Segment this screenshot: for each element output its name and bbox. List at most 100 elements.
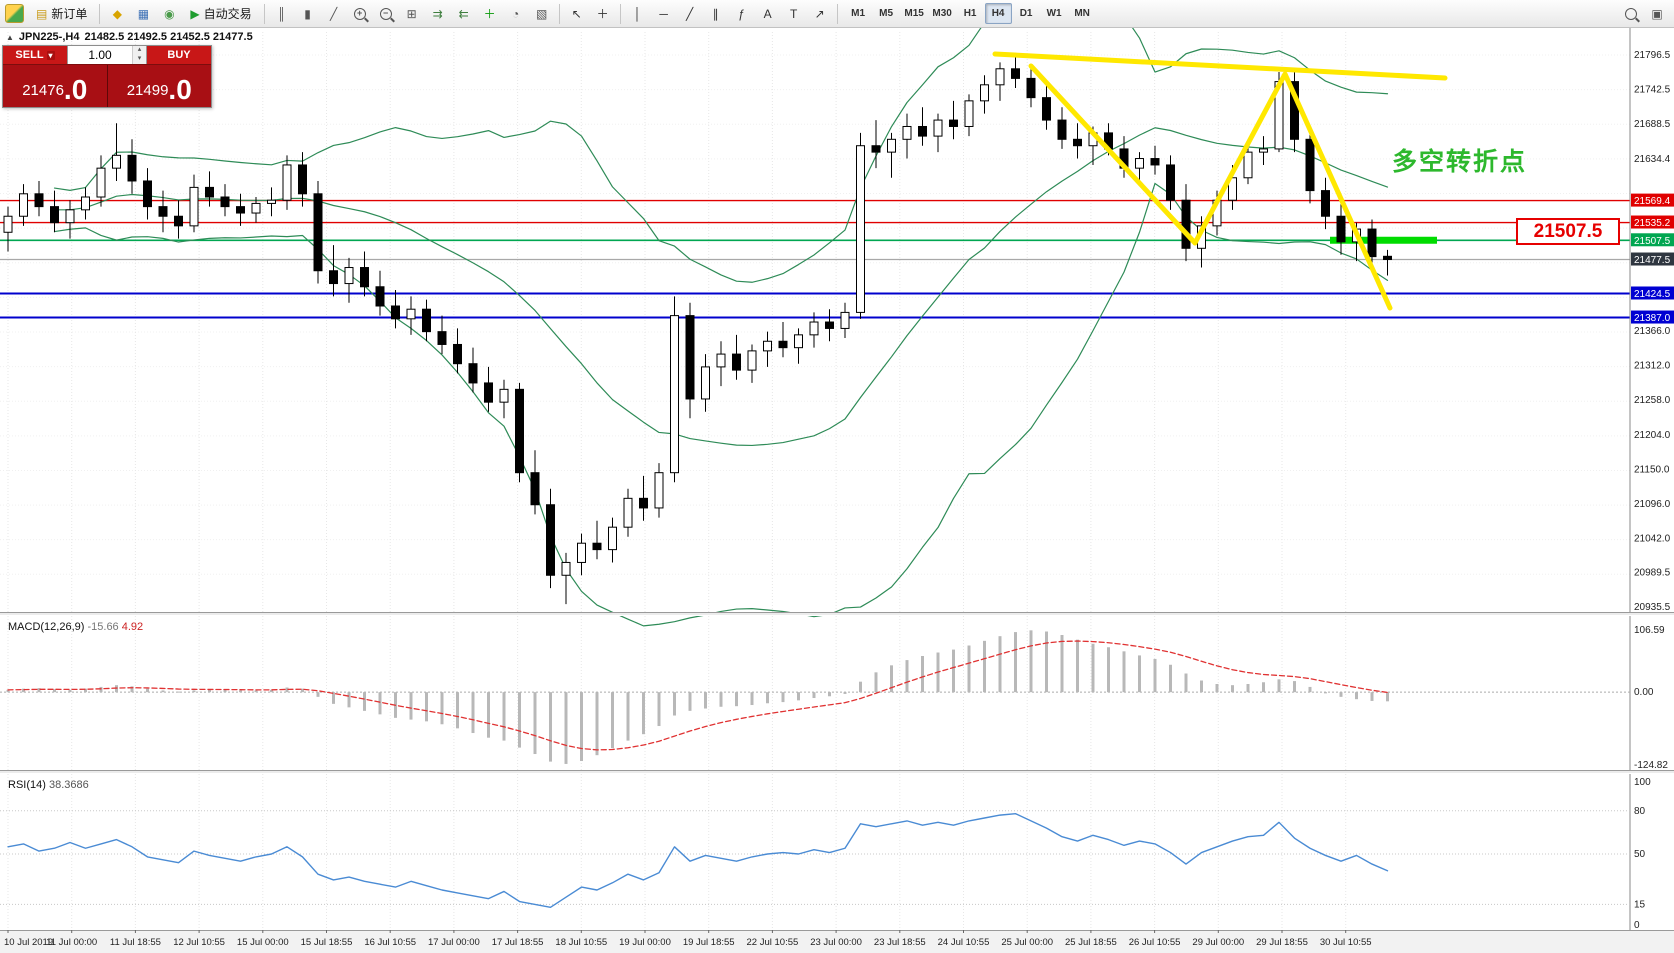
search-icon [1625, 7, 1637, 20]
trade-panel-prices: 21476.0 21499.0 [3, 64, 211, 107]
timeframe-m30-button[interactable]: M30 [932, 8, 952, 19]
horizontal-line-icon[interactable]: ─ [659, 6, 668, 21]
crosshair-icon[interactable]: ＋ [596, 7, 609, 21]
chevron-down-icon[interactable]: ▾ [46, 50, 55, 60]
svg-text:10 Jul 2019: 10 Jul 2019 [4, 937, 53, 948]
svg-text:25 Jul 00:00: 25 Jul 00:00 [1001, 937, 1053, 948]
timeframe-h4-button[interactable]: H4 [984, 3, 1012, 24]
svg-text:12 Jul 10:55: 12 Jul 10:55 [173, 937, 225, 948]
toolbar: ▤ 新订单 ◆ ▦ ◉ ▶ 自动交易 ║ ▮ ╱ + − ⊞ ⇉ ⇇ ＋ ◔ ▧ ↖ ＋ │ ─ ╱ ∥ ƒ A T ↗ M1 M5 M15… [0, 0, 1674, 28]
chart-shift-icon[interactable]: ⇇ [458, 6, 469, 21]
toolbar-separator [263, 3, 265, 24]
line-chart-icon[interactable]: ╱ [329, 6, 338, 21]
profiles-icon[interactable]: ◆ [112, 6, 122, 21]
buy-price-button[interactable]: 21499.0 [107, 65, 211, 107]
buy-button[interactable]: BUY [147, 46, 211, 64]
buy-price-fraction: .0 [168, 74, 192, 105]
svg-text:22 Jul 10:55: 22 Jul 10:55 [747, 937, 799, 948]
volume-up-icon[interactable]: ▴ [133, 46, 146, 55]
templates-icon[interactable]: ▧ [535, 6, 548, 21]
svg-text:15 Jul 18:55: 15 Jul 18:55 [301, 937, 353, 948]
sell-price-button[interactable]: 21476.0 [3, 65, 107, 107]
cursor-icon[interactable]: ↖ [571, 6, 582, 21]
volume-spinner: ▴ ▾ [132, 46, 146, 64]
svg-text:19 Jul 00:00: 19 Jul 00:00 [619, 937, 671, 948]
sell-button-label: SELL [15, 49, 44, 61]
timeframe-d1-button[interactable]: D1 [1019, 8, 1033, 19]
svg-text:11 Jul 00:00: 11 Jul 00:00 [46, 937, 97, 948]
svg-text:21366.0: 21366.0 [1634, 326, 1671, 337]
zoom-out-icon[interactable]: − [374, 2, 398, 26]
svg-text:24 Jul 10:55: 24 Jul 10:55 [938, 937, 990, 948]
volume-down-icon[interactable]: ▾ [133, 55, 146, 64]
periods-icon[interactable]: ◔ [511, 6, 520, 21]
indicators-icon[interactable]: ＋ [483, 7, 496, 21]
svg-text:25 Jul 18:55: 25 Jul 18:55 [1065, 937, 1117, 948]
svg-text:30 Jul 10:55: 30 Jul 10:55 [1320, 937, 1372, 948]
svg-text:21535.2: 21535.2 [1634, 218, 1671, 229]
volume-input[interactable] [68, 46, 132, 64]
one-click-trading-panel: SELL ▾ ▴ ▾ BUY 21476.0 21499.0 [2, 45, 212, 108]
sell-price-fraction: .0 [63, 74, 88, 105]
market-watch-icon[interactable]: ▦ [137, 6, 150, 21]
volume-field: ▴ ▾ [67, 46, 147, 64]
svg-text:0: 0 [1634, 920, 1640, 931]
arrow-tools-icon[interactable]: ↗ [814, 6, 825, 21]
candlestick-chart-icon[interactable]: ▮ [304, 6, 311, 21]
svg-text:MACD(12,26,9) -15.66 4.92: MACD(12,26,9) -15.66 4.92 [8, 621, 143, 633]
new-order-button[interactable]: ▤ 新订单 [29, 2, 94, 26]
svg-text:17 Jul 00:00: 17 Jul 00:00 [428, 937, 480, 948]
sell-button[interactable]: SELL ▾ [3, 46, 67, 64]
text-label-icon[interactable]: T [789, 6, 798, 21]
svg-text:21688.5: 21688.5 [1634, 119, 1671, 130]
svg-text:18 Jul 10:55: 18 Jul 10:55 [555, 937, 607, 948]
price-callout-box: 21507.5 [1516, 218, 1620, 245]
symbol-header: ▲ JPN225-,H4 21482.5 21492.5 21452.5 214… [6, 31, 253, 43]
svg-text:29 Jul 00:00: 29 Jul 00:00 [1192, 937, 1244, 948]
svg-text:26 Jul 10:55: 26 Jul 10:55 [1129, 937, 1181, 948]
svg-text:29 Jul 18:55: 29 Jul 18:55 [1256, 937, 1308, 948]
vertical-line-icon[interactable]: │ [633, 6, 642, 21]
equidistant-channel-icon[interactable]: ∥ [712, 6, 719, 21]
timeframe-h1-button[interactable]: H1 [963, 8, 977, 19]
timeframe-m15-button[interactable]: M15 [904, 8, 924, 19]
timeframe-m1-button[interactable]: M1 [851, 8, 866, 19]
toolbar-separator [99, 3, 101, 24]
svg-text:21424.5: 21424.5 [1634, 289, 1671, 300]
trendline-icon[interactable]: ╱ [685, 6, 694, 21]
svg-text:100: 100 [1634, 777, 1651, 788]
tile-windows-icon[interactable]: ⊞ [406, 6, 417, 21]
auto-scroll-icon[interactable]: ⇉ [432, 6, 443, 21]
turning-point-annotation: 多空转折点 [1392, 148, 1528, 176]
svg-text:21507.5: 21507.5 [1634, 236, 1671, 247]
toolbar-separator [558, 3, 560, 24]
svg-text:21477.5: 21477.5 [1634, 255, 1671, 266]
zoom-out-icon: − [379, 7, 392, 20]
search-icon[interactable] [1619, 2, 1643, 26]
svg-text:50: 50 [1634, 849, 1646, 860]
text-icon[interactable]: A [763, 6, 772, 21]
timeframe-mn-button[interactable]: MN [1074, 8, 1090, 19]
bar-chart-icon[interactable]: ║ [277, 6, 286, 21]
fibonacci-icon[interactable]: ƒ [738, 6, 745, 21]
timeframe-group: M1 M5 M15 M30 H1 H4 D1 W1 MN [845, 3, 1096, 24]
window-layout-icon[interactable]: ▣ [1651, 6, 1663, 21]
toolbar-separator [619, 3, 621, 24]
zoom-in-icon[interactable]: + [348, 2, 372, 26]
sound-alert-icon[interactable]: ◉ [164, 6, 175, 21]
svg-text:16 Jul 10:55: 16 Jul 10:55 [364, 937, 416, 948]
new-order-button-label: 新订单 [51, 7, 88, 21]
svg-text:RSI(14) 38.3686: RSI(14) 38.3686 [8, 779, 89, 791]
svg-text:15 Jul 00:00: 15 Jul 00:00 [237, 937, 289, 948]
timeframe-w1-button[interactable]: W1 [1046, 8, 1062, 19]
svg-text:11 Jul 18:55: 11 Jul 18:55 [110, 937, 161, 948]
svg-text:21258.0: 21258.0 [1634, 395, 1671, 406]
autotrading-button[interactable]: ▶ 自动交易 [183, 2, 258, 26]
svg-text:21042.0: 21042.0 [1634, 534, 1671, 545]
timeframe-m5-button[interactable]: M5 [879, 8, 894, 19]
svg-text:21204.0: 21204.0 [1634, 430, 1671, 441]
svg-text:106.59: 106.59 [1634, 625, 1665, 636]
symbol-marker-icon: ▲ [6, 32, 14, 42]
